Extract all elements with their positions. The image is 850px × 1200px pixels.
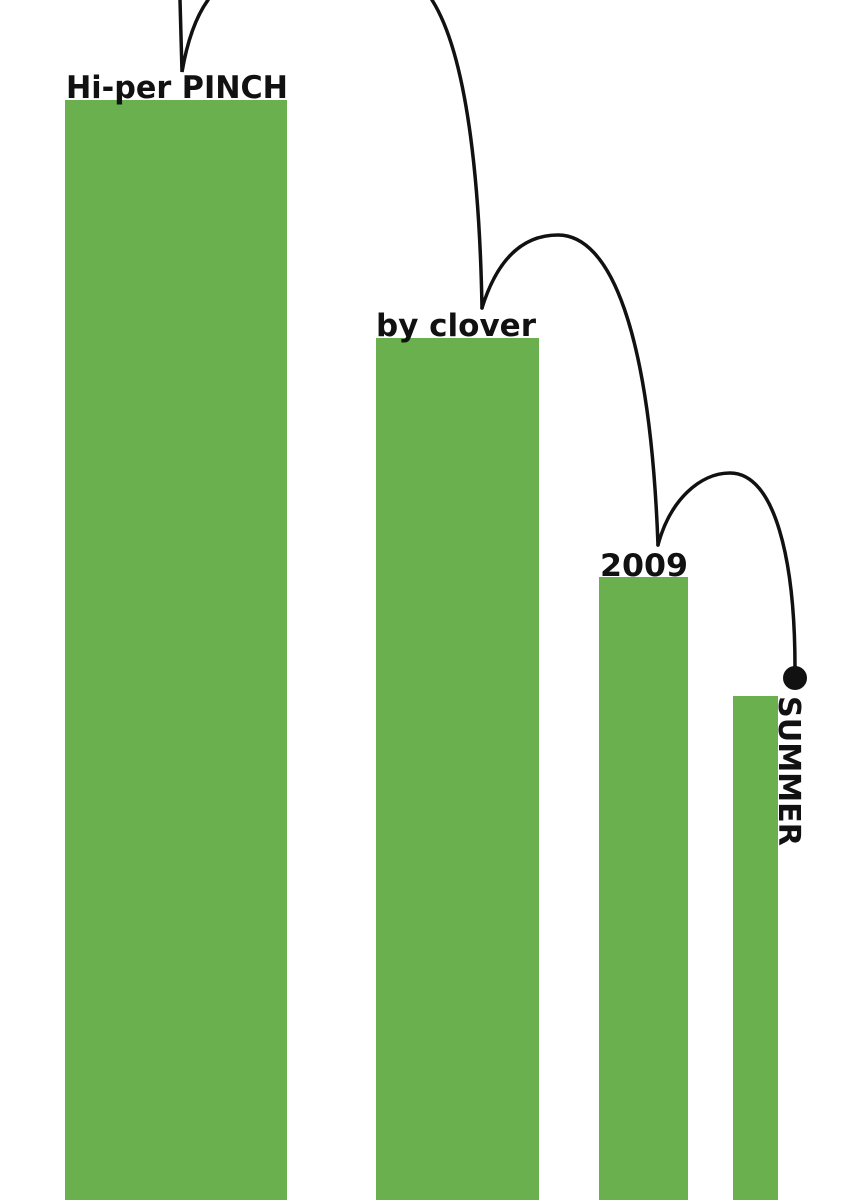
season-text: SUMMER <box>771 696 806 846</box>
green-bar-4 <box>733 696 778 1200</box>
bounce-curve-3 <box>480 233 660 547</box>
bounce-curve-1 <box>178 0 210 73</box>
bounce-curve-2 <box>430 0 484 310</box>
ball-icon <box>783 666 807 690</box>
green-bar-2 <box>376 338 539 1200</box>
green-bar-3 <box>599 577 688 1200</box>
author-text: by clover <box>376 308 537 344</box>
bounce-curve-4 <box>656 471 797 670</box>
year-text: 2009 <box>600 548 688 584</box>
green-bar-1 <box>65 100 287 1200</box>
title-text: Hi-per PINCH <box>66 70 288 106</box>
